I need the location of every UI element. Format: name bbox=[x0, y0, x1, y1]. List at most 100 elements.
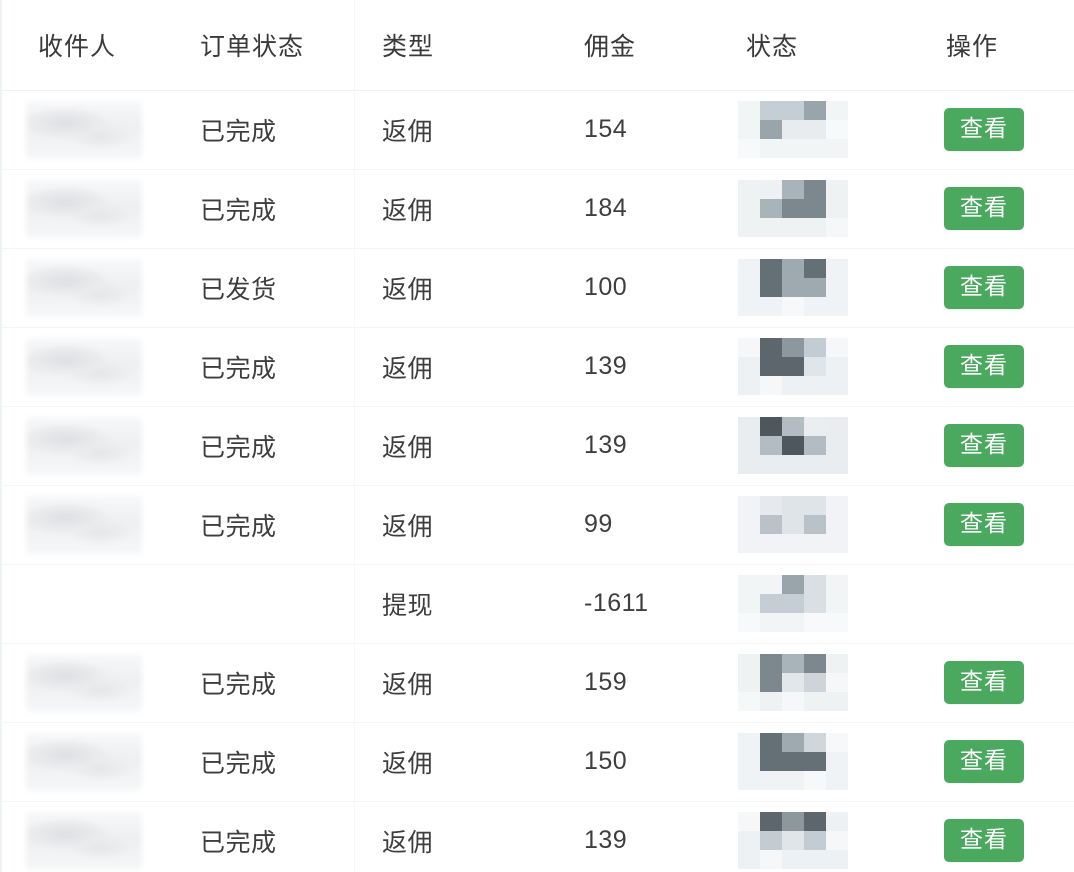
cell-commission: 159 bbox=[540, 643, 702, 723]
table-row: 已完成 返佣 99 查看 bbox=[2, 485, 1074, 565]
view-button[interactable]: 查看 bbox=[944, 819, 1024, 862]
cell-recipient bbox=[2, 327, 170, 407]
redacted-recipient-name bbox=[26, 495, 142, 554]
cell-commission: 150 bbox=[540, 722, 702, 802]
cell-order-status: 已完成 bbox=[170, 801, 354, 872]
column-header-recipient-label: 收件人 bbox=[38, 32, 117, 61]
view-button[interactable]: 查看 bbox=[944, 424, 1024, 467]
redacted-status-mosaic bbox=[738, 417, 882, 474]
cell-order-status: 已完成 bbox=[170, 327, 354, 407]
cell-action: 查看 bbox=[882, 327, 1074, 407]
cell-type: 返佣 bbox=[354, 485, 540, 565]
cell-commission: -1611 bbox=[540, 564, 702, 644]
view-button[interactable]: 查看 bbox=[944, 345, 1024, 388]
redacted-recipient-name bbox=[26, 732, 142, 791]
cell-order-status bbox=[170, 564, 354, 644]
cell-recipient bbox=[2, 90, 170, 170]
table-row: 提现 -1611 bbox=[2, 564, 1074, 644]
view-button[interactable]: 查看 bbox=[944, 108, 1024, 151]
cell-commission: 139 bbox=[540, 327, 702, 407]
column-header-order-status-label: 订单状态 bbox=[200, 32, 305, 61]
cell-action: 查看 bbox=[882, 406, 1074, 486]
table-row: 已完成 返佣 154 查看 bbox=[2, 90, 1074, 170]
table-row: 已完成 返佣 139 查看 bbox=[2, 406, 1074, 486]
view-button[interactable]: 查看 bbox=[944, 266, 1024, 309]
redacted-status-mosaic bbox=[738, 812, 882, 869]
cell-commission: 184 bbox=[540, 169, 702, 249]
cell-recipient bbox=[2, 485, 170, 565]
cell-type: 返佣 bbox=[354, 722, 540, 802]
cell-status bbox=[702, 169, 882, 249]
view-button[interactable]: 查看 bbox=[944, 661, 1024, 704]
table-body: 已完成 返佣 154 查看 已完成 返佣 184 查看 已发货 返佣 100 查看 已完成 返佣 139 查看… bbox=[2, 90, 1074, 872]
cell-order-status: 已完成 bbox=[170, 406, 354, 486]
cell-status bbox=[702, 801, 882, 872]
redacted-recipient-name bbox=[26, 811, 142, 870]
cell-status bbox=[702, 248, 882, 328]
cell-commission: 100 bbox=[540, 248, 702, 328]
redacted-status-mosaic bbox=[738, 259, 882, 316]
table-row: 已完成 返佣 139 查看 bbox=[2, 801, 1074, 872]
cell-type: 返佣 bbox=[354, 90, 540, 170]
cell-action: 查看 bbox=[882, 801, 1074, 872]
cell-type: 返佣 bbox=[354, 169, 540, 249]
cell-type: 返佣 bbox=[354, 406, 540, 486]
cell-recipient bbox=[2, 722, 170, 802]
cell-action: 查看 bbox=[882, 722, 1074, 802]
redacted-status-mosaic bbox=[738, 733, 882, 790]
column-header-action-label: 操作 bbox=[946, 32, 999, 61]
cell-status bbox=[702, 643, 882, 723]
redacted-recipient-name bbox=[26, 100, 142, 159]
cell-order-status: 已发货 bbox=[170, 248, 354, 328]
cell-commission: 154 bbox=[540, 90, 702, 170]
cell-order-status: 已完成 bbox=[170, 90, 354, 170]
column-header-status: 状态 bbox=[702, 0, 882, 91]
cell-status bbox=[702, 90, 882, 170]
cell-type: 返佣 bbox=[354, 248, 540, 328]
cell-action: 查看 bbox=[882, 90, 1074, 170]
cell-action: 查看 bbox=[882, 169, 1074, 249]
cell-type: 返佣 bbox=[354, 643, 540, 723]
cell-commission: 99 bbox=[540, 485, 702, 565]
cell-type: 提现 bbox=[354, 564, 540, 644]
cell-order-status: 已完成 bbox=[170, 722, 354, 802]
cell-recipient bbox=[2, 564, 170, 644]
cell-status bbox=[702, 485, 882, 565]
table-row: 已完成 返佣 139 查看 bbox=[2, 327, 1074, 407]
cell-status bbox=[702, 406, 882, 486]
view-button[interactable]: 查看 bbox=[944, 503, 1024, 546]
cell-type: 返佣 bbox=[354, 327, 540, 407]
redacted-recipient-name bbox=[26, 653, 142, 712]
column-header-status-label: 状态 bbox=[746, 32, 799, 61]
cell-action: 查看 bbox=[882, 248, 1074, 328]
view-button[interactable]: 查看 bbox=[944, 740, 1024, 783]
column-header-commission-label: 佣金 bbox=[584, 32, 637, 61]
table-header: 收件人 订单状态 类型 佣金 状态 操作 bbox=[2, 0, 1074, 91]
table-row: 已完成 返佣 159 查看 bbox=[2, 643, 1074, 723]
cell-commission: 139 bbox=[540, 406, 702, 486]
column-header-commission: 佣金 bbox=[540, 0, 702, 91]
redacted-status-mosaic bbox=[738, 654, 882, 711]
cell-status bbox=[702, 327, 882, 407]
redacted-status-mosaic bbox=[738, 338, 882, 395]
redacted-recipient-name bbox=[26, 337, 142, 396]
cell-action: 查看 bbox=[882, 643, 1074, 723]
cell-order-status: 已完成 bbox=[170, 169, 354, 249]
table-row: 已完成 返佣 184 查看 bbox=[2, 169, 1074, 249]
cell-commission: 139 bbox=[540, 801, 702, 872]
view-button[interactable]: 查看 bbox=[944, 187, 1024, 230]
redacted-status-mosaic bbox=[738, 575, 882, 632]
cell-type: 返佣 bbox=[354, 801, 540, 872]
redacted-status-mosaic bbox=[738, 101, 882, 158]
cell-recipient bbox=[2, 643, 170, 723]
redacted-status-mosaic bbox=[738, 496, 882, 553]
cell-status bbox=[702, 722, 882, 802]
column-header-recipient: 收件人 bbox=[2, 0, 170, 91]
column-header-order-status: 订单状态 bbox=[170, 0, 354, 91]
redacted-status-mosaic bbox=[738, 180, 882, 237]
cell-action: 查看 bbox=[882, 485, 1074, 565]
redacted-recipient-name bbox=[26, 416, 142, 475]
cell-status bbox=[702, 564, 882, 644]
